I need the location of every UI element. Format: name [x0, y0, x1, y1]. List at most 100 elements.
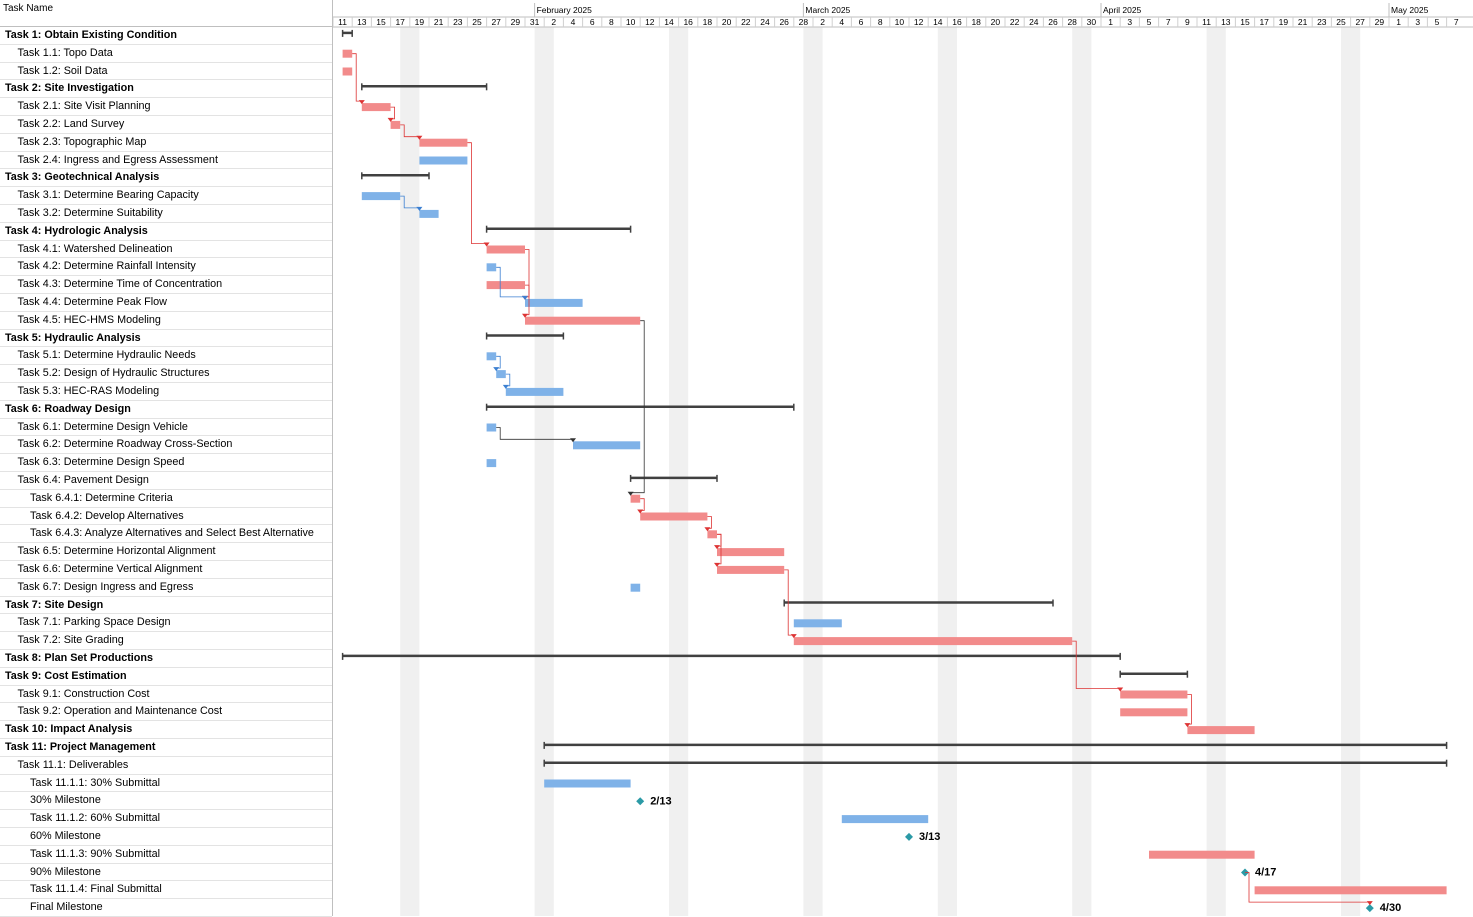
task-bar	[841, 815, 929, 824]
weekend-shade	[1072, 27, 1092, 916]
day-label: 28	[1067, 17, 1077, 27]
task-row-name[interactable]: Task 4.5: HEC-HMS Modeling	[0, 312, 332, 330]
task-bar	[793, 619, 842, 628]
task-row-name[interactable]: Task 2: Site Investigation	[0, 80, 332, 99]
task-row-name[interactable]: Task 4.2: Determine Rainfall Intensity	[0, 258, 332, 277]
task-row-name[interactable]: Task 4.1: Watershed Delineation	[0, 241, 332, 259]
weekend-shade	[400, 27, 420, 916]
day-label: 9	[1185, 17, 1190, 27]
task-row-name[interactable]: 60% Milestone	[0, 828, 332, 846]
milestone-diamond	[636, 797, 645, 806]
task-row-name[interactable]: Task 7.2: Site Grading	[0, 632, 332, 650]
weekend-shade	[803, 27, 823, 916]
task-row-name[interactable]: Task 5.3: HEC-RAS Modeling	[0, 383, 332, 401]
task-bar	[630, 494, 641, 503]
task-row-name[interactable]: Task 6.4.1: Determine Criteria	[0, 490, 332, 508]
task-row-name[interactable]: Task 6.6: Determine Vertical Alignment	[0, 561, 332, 579]
day-label: 25	[472, 17, 482, 27]
task-row-name[interactable]: Task 11.1: Deliverables	[0, 757, 332, 775]
day-label: 24	[1029, 17, 1039, 27]
task-bar	[361, 192, 401, 201]
dependency-arrowhead	[627, 491, 634, 496]
task-bar	[717, 548, 785, 557]
task-row-name[interactable]: Task 3.1: Determine Bearing Capacity	[0, 187, 332, 205]
task-row-name[interactable]: Task 2.1: Site Visit Planning	[0, 98, 332, 116]
task-row-name[interactable]: Final Milestone	[0, 899, 332, 917]
task-row-name[interactable]: Task 9: Cost Estimation	[0, 668, 332, 686]
task-row-name[interactable]: Task 7.1: Parking Space Design	[0, 614, 332, 633]
task-row-name[interactable]: Task 9.2: Operation and Maintenance Cost	[0, 703, 332, 722]
task-row-name[interactable]: Task 2.2: Land Survey	[0, 116, 332, 134]
task-row-name[interactable]: Task 6.4.3: Analyze Alternatives and Sel…	[0, 525, 332, 544]
task-row-name[interactable]: Task 5.2: Design of Hydraulic Structures	[0, 365, 332, 383]
day-label: 22	[741, 17, 751, 27]
day-label: 7	[1454, 17, 1459, 27]
day-label: 6	[859, 17, 864, 27]
task-row-name[interactable]: Task 4: Hydrologic Analysis	[0, 223, 332, 241]
dependency-arrowhead	[387, 117, 394, 122]
task-row-name[interactable]: Task 1.1: Topo Data	[0, 45, 332, 63]
task-row-name[interactable]: Task 3: Geotechnical Analysis	[0, 169, 332, 188]
task-bar	[793, 637, 1073, 646]
task-row-name[interactable]: Task 4.4: Determine Peak Flow	[0, 294, 332, 312]
task-row-name[interactable]: Task 6.4.2: Develop Alternatives	[0, 508, 332, 526]
day-label: 16	[952, 17, 962, 27]
task-name-column: Task Name Task 1: Obtain Existing Condit…	[0, 0, 333, 917]
task-row-name[interactable]: Task 9.1: Construction Cost	[0, 686, 332, 704]
task-row-name[interactable]: Task 6: Roadway Design	[0, 401, 332, 419]
task-row-name[interactable]: Task 6.4: Pavement Design	[0, 472, 332, 490]
day-label: 21	[1298, 17, 1308, 27]
task-row-name[interactable]: Task 6.5: Determine Horizontal Alignment	[0, 543, 332, 561]
task-row-name[interactable]: Task 11.1.4: Final Submittal	[0, 881, 332, 900]
task-row-name[interactable]: Task 11: Project Management	[0, 739, 332, 757]
task-bar	[1120, 708, 1188, 717]
day-label: 22	[1010, 17, 1020, 27]
dependency-link	[524, 249, 530, 299]
task-row-name[interactable]: 30% Milestone	[0, 792, 332, 811]
task-bar	[496, 370, 506, 379]
task-row-name[interactable]: Task 4.3: Determine Time of Concentratio…	[0, 276, 332, 294]
day-label: 11	[338, 17, 347, 27]
day-label: 28	[799, 17, 809, 27]
day-label: 25	[1336, 17, 1346, 27]
task-row-name[interactable]: Task 5: Hydraulic Analysis	[0, 330, 332, 348]
milestone-date-label: 4/30	[1380, 902, 1401, 914]
day-label: 21	[434, 17, 444, 27]
task-row-name[interactable]: Task 7: Site Design	[0, 597, 332, 615]
dependency-link	[467, 142, 487, 246]
task-row-name[interactable]: Task 1.2: Soil Data	[0, 63, 332, 81]
task-row-name[interactable]: Task 5.1: Determine Hydraulic Needs	[0, 347, 332, 366]
task-row-name[interactable]: Task 6.3: Determine Design Speed	[0, 454, 332, 472]
task-row-name[interactable]: Task 11.1.1: 30% Submittal	[0, 775, 332, 793]
weekend-shade	[1341, 27, 1361, 916]
day-label: 29	[1375, 17, 1385, 27]
task-bar	[505, 387, 564, 396]
gantt-chart: February 2025 March 2025 April 2025 May 202…	[333, 0, 1473, 916]
task-row-name[interactable]: Task 6.1: Determine Design Vehicle	[0, 419, 332, 437]
dependency-arrowhead	[714, 562, 720, 567]
day-label: 29	[511, 17, 521, 27]
task-row-name[interactable]: Task 3.2: Determine Suitability	[0, 205, 332, 223]
task-row-name[interactable]: Task 8: Plan Set Productions	[0, 650, 332, 668]
task-row-name[interactable]: 90% Milestone	[0, 864, 332, 882]
weekend-shade	[534, 27, 554, 916]
task-row-name[interactable]: Task 2.4: Ingress and Egress Assessment	[0, 152, 332, 170]
task-row-name[interactable]: Task 6.7: Design Ingress and Egress	[0, 579, 332, 597]
milestone-date-label: 3/13	[919, 831, 940, 843]
dependency-arrowhead	[570, 438, 576, 443]
task-name-header[interactable]: Task Name	[0, 0, 333, 27]
task-row-name[interactable]: Task 2.3: Topographic Map	[0, 134, 332, 152]
month-label: March 2025	[805, 5, 850, 15]
dependency-link	[496, 427, 574, 442]
dependency-arrowhead	[522, 295, 528, 300]
day-label: 13	[1221, 17, 1231, 27]
task-row-name[interactable]: Task 6.2: Determine Roadway Cross-Sectio…	[0, 436, 332, 455]
task-row-name[interactable]: Task 10: Impact Analysis	[0, 721, 332, 739]
task-bar	[573, 441, 641, 450]
task-row-name[interactable]: Task 11.1.2: 60% Submittal	[0, 810, 332, 828]
day-label: 18	[703, 17, 713, 27]
task-row-name[interactable]: Task 1: Obtain Existing Condition	[0, 27, 332, 45]
task-row-name[interactable]: Task 11.1.3: 90% Submittal	[0, 846, 332, 864]
day-label: 17	[1259, 17, 1269, 27]
day-label: 3	[1415, 17, 1420, 27]
